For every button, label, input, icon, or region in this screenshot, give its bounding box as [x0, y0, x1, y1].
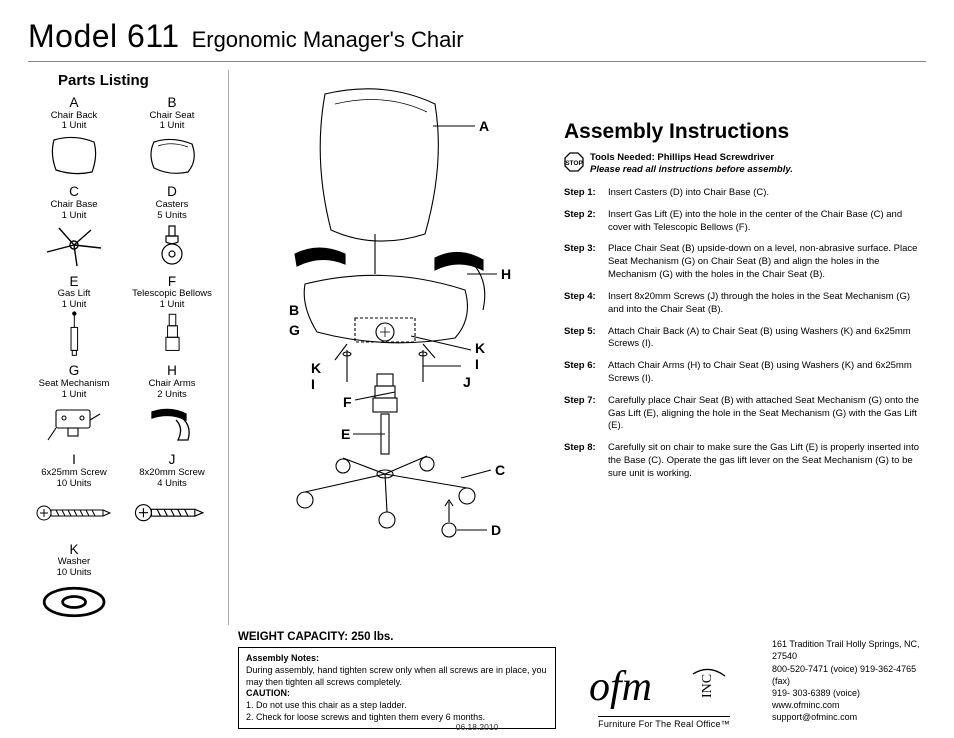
svg-text:STOP: STOP — [565, 160, 583, 167]
caution-2: 2. Check for loose screws and tighten th… — [246, 712, 548, 724]
svg-text:ofm: ofm — [589, 664, 652, 710]
chair-base-icon — [28, 222, 120, 268]
parts-heading: Parts Listing — [58, 72, 228, 89]
diagram-label-e: E — [341, 426, 350, 442]
screw-long-icon — [28, 490, 120, 536]
part-d: D Casters 5 Units — [126, 184, 218, 267]
step-4: Step 4:Insert 8x20mm Screws (J) through … — [564, 291, 926, 317]
diagram-label-d: D — [491, 522, 501, 538]
diagram-label-i2: I — [311, 376, 315, 392]
logo-block: ofm INC Furniture For The Real Office™ — [574, 662, 754, 729]
part-i: I 6x25mm Screw 10 Units — [28, 452, 120, 535]
instructions-column: Assembly Instructions STOP Tools Needed:… — [548, 70, 926, 625]
step-6: Step 6:Attach Chair Arms (H) to Chair Se… — [564, 360, 926, 386]
step-8: Step 8:Carefully sit on chair to make su… — [564, 442, 926, 480]
notes-body: During assembly, hand tighten screw only… — [246, 665, 548, 688]
notes-box: Assembly Notes: During assembly, hand ti… — [238, 647, 556, 729]
part-g: G Seat Mechanism 1 Unit — [28, 363, 120, 446]
part-h: H Chair Arms 2 Units — [126, 363, 218, 446]
chair-back-icon — [28, 132, 120, 178]
diagram-label-k2: K — [311, 360, 321, 376]
contact-block: 161 Tradition Trail Holly Springs, NC, 2… — [772, 638, 926, 729]
gas-lift-icon — [28, 311, 120, 357]
caution-label: CAUTION: — [246, 688, 548, 700]
screw-short-icon — [126, 490, 218, 536]
notes-block: WEIGHT CAPACITY: 250 lbs. Assembly Notes… — [238, 631, 556, 729]
part-b: B Chair Seat 1 Unit — [126, 95, 218, 178]
ofm-logo-icon: ofm INC — [589, 662, 739, 712]
diagram-label-g: G — [289, 322, 300, 338]
part-c: C Chair Base 1 Unit — [28, 184, 120, 267]
model-number: Model 611 — [28, 18, 180, 55]
washer-icon — [28, 579, 120, 625]
tools-text: Tools Needed: Phillips Head Screwdriver … — [590, 152, 793, 176]
chair-arm-icon — [126, 400, 218, 446]
contact-phone-web: 919- 303-6389 (voice) www.ofminc.com — [772, 687, 926, 711]
part-e: E Gas Lift 1 Unit — [28, 274, 120, 357]
title-row: Model 611 Ergonomic Manager's Chair — [28, 18, 926, 55]
step-2: Step 2:Insert Gas Lift (E) into the hole… — [564, 209, 926, 235]
exploded-diagram: A H B G K I K I J F E C D — [235, 74, 535, 544]
weight-capacity: WEIGHT CAPACITY: 250 lbs. — [238, 631, 556, 643]
diagram-label-c: C — [495, 462, 505, 478]
part-f: F Telescopic Bellows 1 Unit — [126, 274, 218, 357]
diagram-label-b: B — [289, 302, 299, 318]
part-a: A Chair Back 1 Unit — [28, 95, 120, 178]
chair-seat-icon — [126, 132, 218, 178]
caster-icon — [126, 222, 218, 268]
caution-1: 1. Do not use this chair as a step ladde… — [246, 700, 548, 712]
stop-icon: STOP — [564, 152, 584, 177]
step-7: Step 7:Carefully place Chair Seat (B) wi… — [564, 395, 926, 433]
logo-tagline: Furniture For The Real Office™ — [598, 716, 730, 729]
parts-column: Parts Listing A Chair Back 1 Unit B Chai… — [28, 70, 228, 625]
diagram-label-k1: K — [475, 340, 485, 356]
contact-phone-fax: 800-520-7471 (voice) 919-362-4765 (fax) — [772, 663, 926, 687]
diagram-label-f: F — [343, 394, 352, 410]
part-j: J 8x20mm Screw 4 Units — [126, 452, 218, 535]
svg-text:INC: INC — [700, 674, 715, 698]
steps-list: Step 1:Insert Casters (D) into Chair Bas… — [564, 187, 926, 481]
contact-email: support@ofminc.com — [772, 711, 926, 723]
main-columns: Parts Listing A Chair Back 1 Unit B Chai… — [28, 70, 926, 625]
part-k: K Washer 10 Units — [28, 542, 120, 625]
diagram-label-j: J — [463, 374, 471, 390]
tools-row: STOP Tools Needed: Phillips Head Screwdr… — [564, 152, 926, 177]
product-name: Ergonomic Manager's Chair — [192, 27, 464, 53]
diagram-column: A H B G K I K I J F E C D — [228, 70, 548, 625]
tools-needed: Tools Needed: Phillips Head Screwdriver — [590, 152, 793, 164]
assembly-heading: Assembly Instructions — [564, 120, 926, 144]
diagram-label-a: A — [479, 118, 489, 134]
parts-grid: A Chair Back 1 Unit B Chair Seat 1 Unit … — [28, 95, 228, 625]
read-first: Please read all instructions before asse… — [590, 164, 793, 176]
header-rule — [28, 61, 926, 62]
bellows-icon — [126, 311, 218, 357]
diagram-label-h: H — [501, 266, 511, 282]
step-5: Step 5:Attach Chair Back (A) to Chair Se… — [564, 326, 926, 352]
date-stamp: 06.18.2010 — [456, 722, 499, 732]
step-3: Step 3:Place Chair Seat (B) upside-down … — [564, 243, 926, 281]
notes-heading: Assembly Notes: — [246, 653, 548, 665]
seat-mechanism-icon — [28, 400, 120, 446]
contact-address: 161 Tradition Trail Holly Springs, NC, 2… — [772, 638, 926, 662]
bottom-strip: WEIGHT CAPACITY: 250 lbs. Assembly Notes… — [28, 631, 926, 729]
step-1: Step 1:Insert Casters (D) into Chair Bas… — [564, 187, 926, 200]
diagram-label-i1: I — [475, 356, 479, 372]
